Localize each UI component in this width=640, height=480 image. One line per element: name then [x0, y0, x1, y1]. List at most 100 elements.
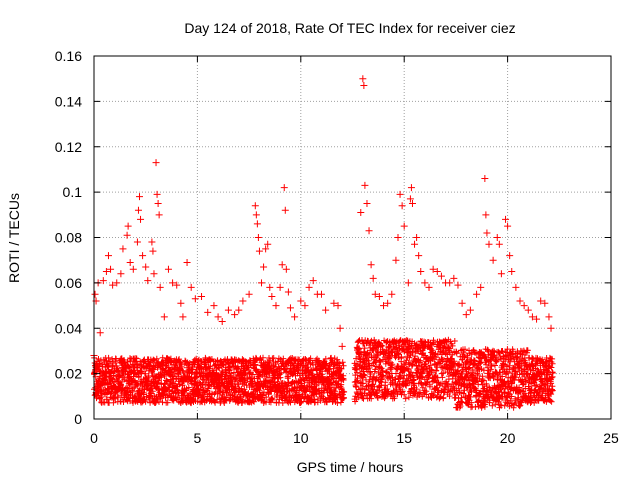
data-point [124, 222, 132, 230]
data-point [198, 292, 206, 300]
data-point [258, 279, 266, 287]
data-point [252, 211, 260, 219]
data-point [139, 252, 147, 260]
data-point [524, 306, 532, 314]
data-point [365, 227, 373, 235]
data-point [334, 302, 342, 310]
data-point [330, 299, 338, 307]
data-point [417, 268, 425, 276]
data-point [375, 292, 383, 300]
data-point [276, 283, 284, 291]
data-point-cloud [91, 336, 556, 411]
data-point [493, 234, 501, 241]
data-point [107, 265, 115, 273]
data-point [528, 313, 536, 321]
x-tick-label: 25 [603, 430, 619, 446]
data-point [396, 190, 404, 198]
data-point [153, 190, 161, 198]
data-point [239, 297, 247, 305]
data-point [154, 199, 162, 207]
data-point [322, 306, 330, 314]
data-point [119, 245, 127, 253]
data-point [485, 240, 493, 248]
data-point [291, 313, 299, 321]
data-point [508, 268, 516, 276]
data-point [495, 240, 503, 248]
data-point [231, 311, 239, 319]
data-point [429, 265, 437, 273]
data-point [504, 222, 512, 230]
data-point [152, 159, 160, 167]
data-point [541, 299, 549, 307]
data-point [272, 302, 280, 310]
data-point [268, 292, 276, 300]
data-point [489, 256, 497, 264]
y-tick-label: 0.02 [55, 366, 82, 382]
data-point [210, 302, 218, 310]
data-point [282, 265, 290, 273]
data-point [371, 290, 379, 298]
data-point [363, 199, 371, 207]
data-point [458, 299, 466, 307]
data-point [512, 283, 520, 291]
data-point [253, 220, 261, 228]
data-point [278, 261, 286, 269]
data-point [384, 299, 392, 307]
data-point [406, 195, 414, 203]
data-point [133, 238, 141, 246]
data-point [361, 181, 369, 189]
data-point [369, 274, 377, 282]
data-point [336, 324, 344, 332]
data-point [380, 302, 388, 310]
data-point [245, 290, 253, 298]
data-point [155, 211, 163, 219]
data-point [173, 281, 181, 289]
data-point [142, 263, 150, 271]
data-point [407, 184, 415, 192]
x-tick-label: 10 [293, 430, 309, 446]
data-point [91, 290, 99, 298]
data-point [338, 342, 346, 350]
data-point [502, 215, 510, 223]
data-point [156, 283, 164, 291]
data-point [183, 258, 191, 266]
dense-points [91, 336, 556, 411]
data-point [266, 283, 274, 291]
data-point [446, 279, 454, 287]
data-point [214, 313, 222, 321]
data-point [473, 290, 481, 298]
x-axis-label: GPS time / hours [297, 459, 404, 475]
data-point [218, 317, 226, 325]
x-tick-label: 15 [396, 430, 412, 446]
data-point [251, 202, 259, 210]
y-tick-label: 0.12 [55, 139, 82, 155]
y-tick-label: 0 [74, 411, 82, 427]
data-point [425, 283, 433, 291]
data-point [264, 240, 272, 248]
data-point [235, 306, 243, 314]
data-point [137, 215, 145, 223]
data-point [400, 222, 408, 230]
data-point [179, 313, 187, 321]
data-point [260, 263, 268, 271]
data-point [286, 304, 294, 312]
data-point [104, 252, 112, 260]
data-point [433, 268, 441, 276]
data-point [547, 324, 555, 332]
data-point [404, 279, 412, 287]
data-points [90, 75, 555, 359]
data-point [301, 302, 309, 310]
data-point [497, 270, 505, 278]
data-point [150, 270, 158, 278]
x-tick-label: 0 [90, 430, 98, 446]
y-tick-label: 0.04 [55, 320, 82, 336]
data-point [357, 209, 365, 217]
data-point [367, 261, 375, 269]
data-point [96, 329, 104, 337]
data-point [164, 265, 172, 273]
data-point [415, 252, 423, 260]
data-point [482, 211, 490, 219]
data-point [148, 238, 156, 246]
data-point [117, 270, 125, 278]
